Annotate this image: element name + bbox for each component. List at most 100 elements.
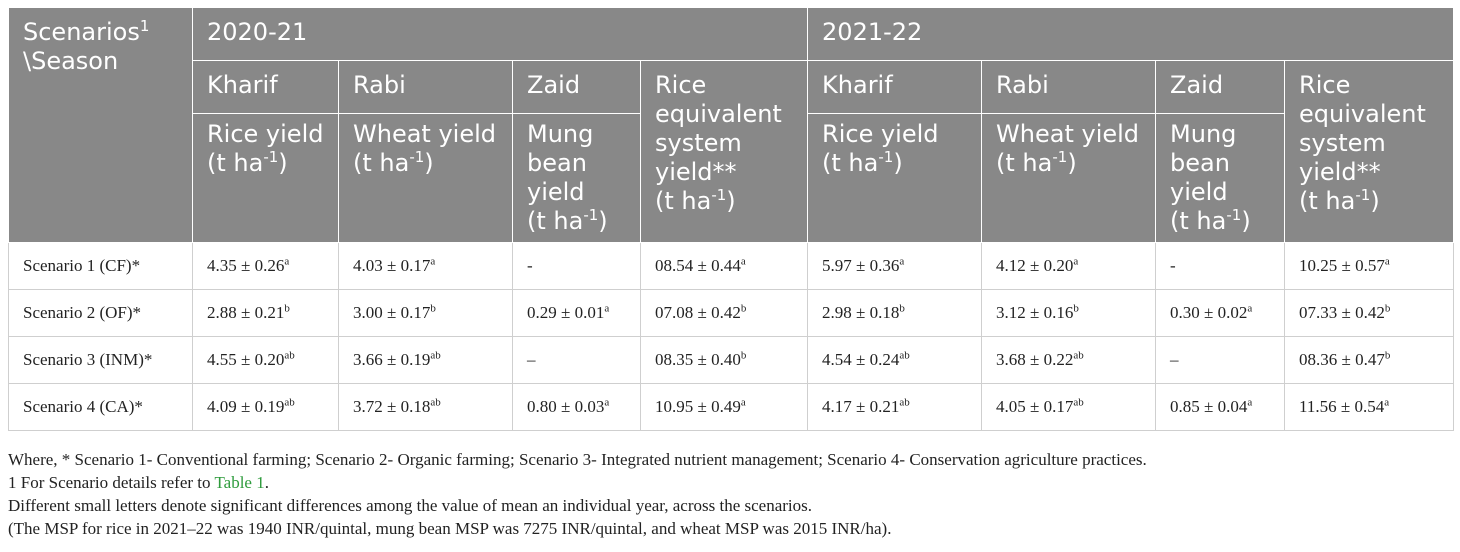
table-cell: 4.17 ± 0.21ab	[807, 383, 983, 431]
significance-letter: a	[1384, 255, 1390, 268]
table-body: Scenario 1 (CF)* 4.35 ± 0.26a 4.03 ± 0.17a…	[8, 242, 1455, 431]
table-footnotes: Where, * Scenario 1- Conventional farmin…	[8, 448, 1448, 540]
header-row-seasons: Kharif Rabi Zaid Rice equivalent system …	[9, 60, 1455, 243]
table-row: Scenario 1 (CF)* 4.35 ± 0.26a 4.03 ± 0.17a…	[8, 242, 1455, 290]
footnote-significance: Different small letters denote significa…	[8, 496, 813, 515]
crop-header: Rice yield (t ha-1)	[192, 113, 339, 243]
table-cell: 4.05 ± 0.17ab	[981, 383, 1157, 431]
table-cell: 07.33 ± 0.42b	[1284, 289, 1455, 337]
table-cell: 5.97 ± 0.36a	[807, 242, 983, 290]
significance-letter: a	[1384, 396, 1390, 409]
resy-header: Rice equivalent system yield** (t ha-1)	[639, 60, 809, 243]
table-cell: 4.12 ± 0.20a	[981, 242, 1157, 290]
table-cell: –	[1155, 336, 1286, 384]
significance-letter: b	[740, 302, 747, 315]
crop-header: Rice yield (t ha-1)	[807, 113, 983, 243]
corner-header-sup: 1	[139, 17, 150, 35]
unit-label: (t ha-1)	[1299, 186, 1380, 215]
corner-header: Scenarios1 \Season	[8, 7, 193, 243]
table-cell: 4.03 ± 0.17a	[338, 242, 513, 290]
header-row-years: Scenarios1 \Season 2020-21 2021-22	[8, 7, 1455, 243]
table-cell: 10.95 ± 0.49a	[639, 383, 809, 431]
corner-header-season: \Season	[23, 47, 119, 75]
resy-header: Rice equivalent system yield** (t ha-1)	[1284, 60, 1455, 243]
table-cell: 3.68 ± 0.22ab	[981, 336, 1157, 384]
significance-letter: a	[1247, 396, 1253, 409]
table-cell: 07.08 ± 0.42b	[639, 289, 809, 337]
table-row: Scenario 2 (OF)* 2.88 ± 0.21b 3.00 ± 0.17b…	[8, 289, 1455, 337]
significance-letter: ab	[284, 349, 295, 362]
table-cell: 3.12 ± 0.16b	[981, 289, 1157, 337]
table-cell: 3.00 ± 0.17b	[338, 289, 513, 337]
table-cell: 08.35 ± 0.40b	[639, 336, 809, 384]
significance-letter: b	[740, 349, 747, 362]
crop-header: Mung bean yield (t ha-1)	[512, 113, 641, 243]
table-cell: 3.72 ± 0.18ab	[338, 383, 513, 431]
table-cell: 0.30 ± 0.02a	[1155, 289, 1286, 337]
significance-letter: b	[284, 302, 290, 315]
season-header: Kharif	[192, 60, 339, 114]
significance-letter: a	[1073, 255, 1079, 268]
table-cell: 4.35 ± 0.26a	[192, 242, 339, 290]
table-cell: 11.56 ± 0.54a	[1284, 383, 1455, 431]
significance-letter: a	[430, 255, 436, 268]
significance-letter: b	[899, 302, 905, 315]
significance-letter: ab	[899, 349, 910, 362]
table-cell: 10.25 ± 0.57a	[1284, 242, 1455, 290]
table-cell: 0.85 ± 0.04a	[1155, 383, 1286, 431]
table-1-link[interactable]: Table 1	[214, 473, 265, 492]
row-label: Scenario 3 (INM)*	[8, 336, 193, 384]
significance-letter: a	[740, 255, 746, 268]
table-cell: 0.80 ± 0.03a	[512, 383, 641, 431]
significance-letter: a	[604, 302, 610, 315]
crop-header: Wheat yield (t ha-1)	[338, 113, 513, 243]
header-row-crops: Rice yield (t ha-1) Wheat yield (t ha-1) M…	[9, 113, 1454, 243]
table-cell: -	[512, 242, 641, 290]
corner-header-label: Scenarios	[23, 18, 140, 46]
significance-letter: b	[1384, 302, 1391, 315]
significance-letter: a	[604, 396, 610, 409]
table-row: Scenario 4 (CA)* 4.09 ± 0.19ab 3.72 ± 0.18…	[8, 383, 1455, 431]
yield-table-container: Scenarios1 \Season 2020-21 2021-22 Khari…	[8, 7, 1455, 431]
row-label: Scenario 1 (CF)*	[8, 242, 193, 290]
table-cell: 08.54 ± 0.44a	[639, 242, 809, 290]
resy-label: Rice equivalent system yield**	[1299, 71, 1426, 186]
significance-letter: b	[1384, 349, 1391, 362]
significance-letter: ab	[899, 396, 910, 409]
season-header: Zaid	[1155, 60, 1286, 114]
significance-letter: b	[1073, 302, 1079, 315]
significance-letter: a	[899, 255, 905, 268]
row-label: Scenario 2 (OF)*	[8, 289, 193, 337]
table-cell: 2.98 ± 0.18b	[807, 289, 983, 337]
season-header: Rabi	[338, 60, 513, 114]
unit-label: (t ha-1)	[655, 186, 736, 215]
table-cell: 3.66 ± 0.19ab	[338, 336, 513, 384]
row-label: Scenario 4 (CA)*	[8, 383, 193, 431]
significance-letter: a	[284, 255, 290, 268]
significance-letter: ab	[1073, 349, 1084, 362]
significance-letter: ab	[430, 349, 441, 362]
footnote-reference: 1 For Scenario details refer to Table 1.	[8, 473, 269, 492]
season-header: Kharif	[807, 60, 983, 114]
significance-letter: b	[430, 302, 436, 315]
table-cell: 4.54 ± 0.24ab	[807, 336, 983, 384]
significance-letter: ab	[284, 396, 295, 409]
year-header-2020-21: 2020-21	[191, 7, 809, 61]
table-cell: 08.36 ± 0.47b	[1284, 336, 1455, 384]
table-cell: –	[512, 336, 641, 384]
significance-letter: a	[1247, 302, 1253, 315]
year-header-2021-22: 2021-22	[807, 7, 1455, 61]
table-cell: 4.09 ± 0.19ab	[192, 383, 339, 431]
significance-letter: ab	[430, 396, 441, 409]
table-row: Scenario 3 (INM)* 4.55 ± 0.20ab 3.66 ± 0.1…	[8, 336, 1455, 384]
table-cell: 0.29 ± 0.01a	[512, 289, 641, 337]
resy-label: Rice equivalent system yield**	[655, 71, 782, 186]
season-header: Zaid	[512, 60, 641, 114]
crop-header: Mung bean yield (t ha-1)	[1155, 113, 1286, 243]
table-cell: -	[1155, 242, 1286, 290]
significance-letter: ab	[1073, 396, 1084, 409]
significance-letter: a	[740, 396, 746, 409]
table-cell: 2.88 ± 0.21b	[192, 289, 339, 337]
season-header: Rabi	[981, 60, 1157, 114]
table-cell: 4.55 ± 0.20ab	[192, 336, 339, 384]
